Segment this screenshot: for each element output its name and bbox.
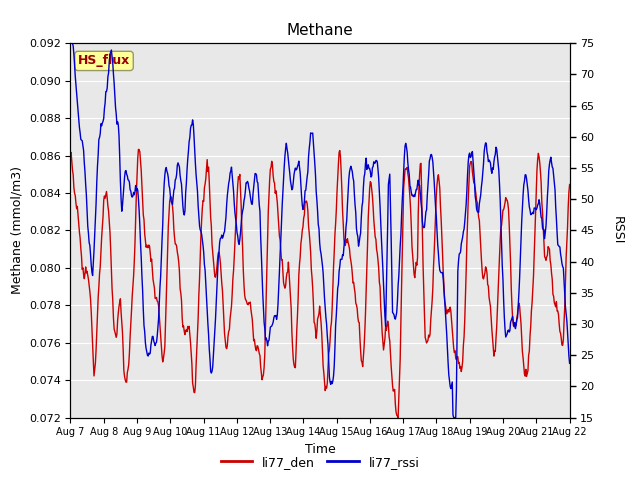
Title: Methane: Methane <box>287 23 353 38</box>
Y-axis label: RSSI: RSSI <box>611 216 624 245</box>
Text: HS_flux: HS_flux <box>78 54 130 67</box>
X-axis label: Time: Time <box>305 443 335 456</box>
Y-axis label: Methane (mmol/m3): Methane (mmol/m3) <box>10 167 23 294</box>
Legend: li77_den, li77_rssi: li77_den, li77_rssi <box>216 451 424 474</box>
